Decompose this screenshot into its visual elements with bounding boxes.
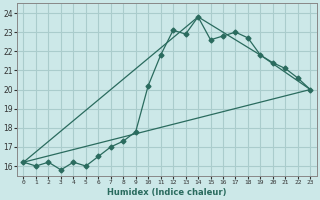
X-axis label: Humidex (Indice chaleur): Humidex (Indice chaleur) [107, 188, 227, 197]
